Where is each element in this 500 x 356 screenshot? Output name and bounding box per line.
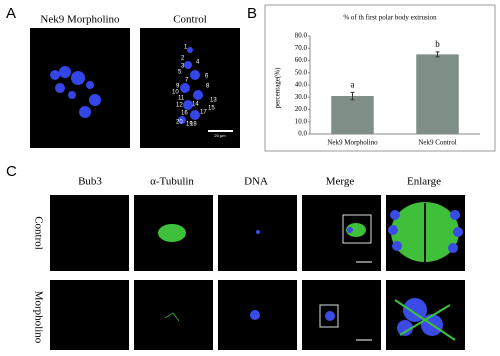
y-tick-label: 40.0 xyxy=(295,81,308,89)
x-tick-label: Nek9 Morpholino xyxy=(327,139,378,147)
image-title: Control xyxy=(173,14,207,26)
scale-bar xyxy=(208,130,233,132)
y-axis-label: percentage(%) xyxy=(274,67,282,108)
annotation: b xyxy=(435,39,440,49)
y-tick-label: 10.0 xyxy=(295,117,308,125)
y-tick-label: 70.0 xyxy=(295,44,308,52)
cell-number: 3 xyxy=(181,64,185,70)
cell-number: 4 xyxy=(196,60,200,66)
cell-number: 10 xyxy=(172,90,179,96)
y-tick-label: 30.0 xyxy=(295,93,308,101)
cell-number: 16 xyxy=(181,111,188,117)
cell-number: 20 xyxy=(176,120,183,126)
cell-number: 15 xyxy=(208,106,215,112)
y-tick-label: 0.0 xyxy=(298,130,307,138)
cell-number: 13 xyxy=(210,98,217,104)
cell-number: 6 xyxy=(205,74,209,80)
cell-number: 14 xyxy=(192,102,199,108)
cell-number: 17 xyxy=(200,110,207,116)
column-header: DNA xyxy=(244,176,268,188)
row-header: Control xyxy=(32,216,44,250)
column-header: Enlarge xyxy=(407,176,441,188)
column-header: α-Tubulin xyxy=(150,176,194,188)
column-header: Merge xyxy=(326,176,355,188)
cell-number: 11 xyxy=(178,96,185,102)
column-header: Bub3 xyxy=(78,176,102,188)
image-title: Nek9 Morpholino xyxy=(40,14,120,26)
panel-label: C xyxy=(6,163,17,180)
cell-number: 7 xyxy=(185,78,189,84)
micrograph-grid xyxy=(50,195,465,350)
cell-number: 12 xyxy=(176,103,183,109)
scale-bar-label: 20 μm xyxy=(214,133,226,138)
cell-number: 8 xyxy=(206,84,210,90)
y-tick-label: 20.0 xyxy=(295,105,308,113)
panel-label: A xyxy=(6,5,16,22)
chart-title: % of th first polar body extrusion xyxy=(343,14,437,22)
error-bar xyxy=(435,51,440,58)
bar xyxy=(331,96,374,134)
cell-number: 2 xyxy=(181,56,185,62)
cell-number: 9 xyxy=(176,84,180,90)
x-tick-label: Nek9 Control xyxy=(418,139,456,147)
cell-number: 1 xyxy=(184,45,188,51)
cell-number: 5 xyxy=(178,70,182,76)
row-header: Morpholino xyxy=(32,291,44,344)
annotation: a xyxy=(351,79,355,89)
error-bar xyxy=(350,91,355,101)
cell-number: 19 xyxy=(186,122,193,128)
chromosomes xyxy=(50,47,203,124)
y-tick-label: 80.0 xyxy=(295,32,308,40)
cell-number: 18 xyxy=(190,122,197,128)
bar xyxy=(416,54,459,134)
micrograph xyxy=(30,28,130,148)
panel-label: B xyxy=(247,5,257,22)
y-tick-label: 50.0 xyxy=(295,68,308,76)
y-tick-label: 60.0 xyxy=(295,56,308,64)
